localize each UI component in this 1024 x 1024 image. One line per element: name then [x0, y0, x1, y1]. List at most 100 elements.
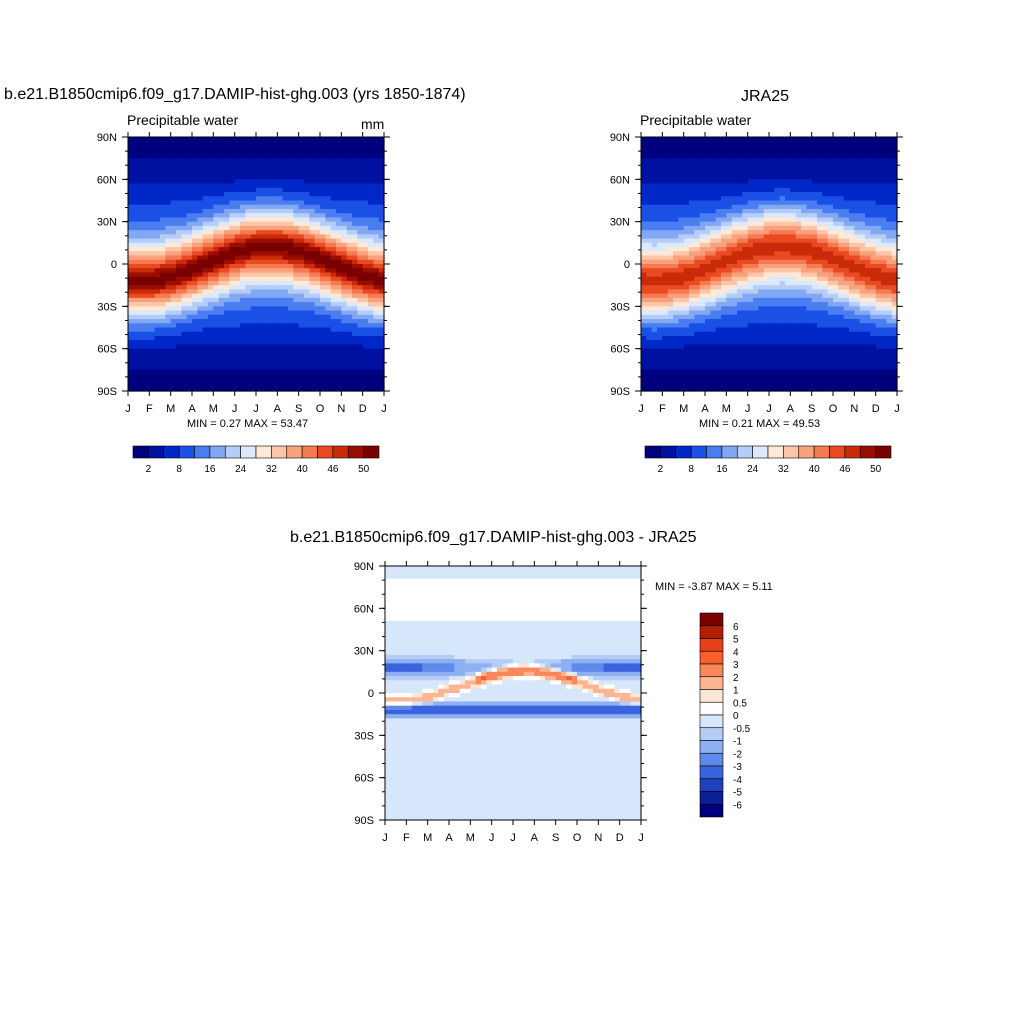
- panel1-cell: [218, 247, 225, 252]
- panel2-cell: [838, 293, 845, 299]
- panel1-cell: [202, 145, 209, 151]
- panel1-cell: [378, 378, 385, 384]
- panel1-cell: [165, 276, 172, 282]
- panel2-cell: [737, 268, 743, 274]
- panel1-cell: [240, 149, 246, 155]
- panel2-cell: [870, 264, 877, 269]
- panel2-cell: [758, 230, 765, 235]
- panel1-cell: [197, 187, 204, 193]
- panel1-cell: [368, 352, 374, 358]
- panel2-cell: [859, 192, 866, 197]
- panel1-cell: [192, 331, 198, 337]
- panel1-cell: [218, 348, 225, 354]
- panel2-cell: [753, 196, 759, 202]
- panel2-cell: [891, 289, 898, 295]
- panel1-cell: [320, 141, 326, 147]
- panel2-cell: [795, 196, 802, 202]
- panel1-cell: [330, 170, 337, 176]
- panel1-cell: [357, 331, 364, 337]
- panel1-cell: [277, 221, 284, 227]
- panel1-cell: [208, 331, 214, 337]
- panel1-cell: [181, 352, 188, 358]
- panel1-cell: [176, 183, 182, 189]
- panel2-cell: [795, 137, 802, 142]
- panel2-cell: [779, 310, 786, 316]
- panel1-cell: [341, 285, 348, 290]
- panel2-cell: [657, 259, 663, 265]
- panel2-cell: [641, 247, 647, 252]
- panel1-cell: [138, 297, 145, 303]
- panel1-cell: [213, 166, 220, 172]
- panel1-cell: [197, 255, 204, 261]
- panel2-cell: [891, 137, 898, 142]
- panel2-cell: [817, 234, 823, 240]
- panel2-cell: [849, 264, 855, 269]
- panel2-cell: [849, 234, 855, 240]
- panel1-cell: [224, 319, 230, 324]
- panel2-cell: [849, 213, 855, 219]
- panel2-cell: [838, 221, 845, 227]
- panel2-cell: [715, 285, 722, 290]
- panel1-cell: [341, 247, 348, 252]
- panel2-cell: [785, 175, 791, 180]
- panel1-cell: [272, 335, 278, 341]
- panel2-cell: [737, 225, 743, 231]
- panel2-cell: [838, 208, 845, 214]
- panel1-cell: [250, 348, 257, 354]
- panel2-cell: [769, 141, 775, 147]
- panel1-cell: [362, 196, 369, 202]
- panel2-cell: [806, 200, 813, 206]
- panel2-cell: [651, 272, 658, 278]
- panel2-cell: [721, 255, 727, 261]
- panel1-cell: [357, 306, 364, 312]
- panel2-cell: [774, 179, 781, 185]
- panel2-cell: [859, 141, 866, 147]
- panel1-cell: [154, 166, 161, 172]
- panel1-cell: [208, 319, 214, 324]
- panel1-cell: [234, 137, 241, 142]
- panel1-cell: [149, 302, 156, 307]
- panel2-cell: [710, 200, 717, 206]
- panel1-cell: [250, 247, 257, 252]
- panel2-cell: [822, 255, 829, 261]
- panel2-cell: [673, 306, 679, 312]
- panel2-cell: [875, 225, 882, 231]
- panel2-cell: [854, 238, 861, 244]
- panel1-cell: [165, 378, 172, 384]
- panel2-cell: [827, 234, 834, 240]
- panel2-cell: [731, 230, 738, 235]
- panel1-cell: [330, 323, 337, 329]
- panel1-cell: [282, 208, 289, 214]
- panel2-cell: [667, 170, 674, 176]
- panel2-cell: [806, 242, 813, 248]
- panel1-cell: [266, 314, 273, 320]
- panel1-cell: [154, 204, 161, 210]
- panel1-cell: [320, 369, 326, 375]
- panel1-cell: [330, 137, 337, 142]
- panel1-cell: [373, 340, 380, 346]
- panel1-cell: [128, 162, 134, 168]
- panel1-cell: [336, 221, 342, 227]
- panel1-cell: [154, 310, 161, 316]
- panel2-cell: [683, 141, 690, 147]
- panel2-cell: [657, 276, 663, 282]
- panel1-cell: [133, 187, 140, 193]
- panel1-cell: [160, 327, 166, 333]
- panel1-cell: [357, 230, 364, 235]
- panel1-cell: [325, 280, 332, 286]
- panel1-cell: [138, 285, 145, 290]
- panel1-cell: [128, 170, 134, 176]
- panel2-cell: [854, 225, 861, 231]
- panel2-cell: [763, 264, 770, 269]
- panel2-cell: [662, 187, 669, 193]
- panel1-cell: [181, 264, 188, 269]
- panel1-cell: [234, 221, 241, 227]
- panel1-cell: [208, 175, 214, 180]
- panel1-cell: [202, 221, 209, 227]
- panel2-cell: [641, 289, 647, 295]
- panel1-cell: [154, 285, 161, 290]
- panel1-cell: [138, 145, 145, 151]
- panel1-cell: [197, 162, 204, 168]
- panel2-cell: [849, 170, 855, 176]
- panel1-cell: [314, 247, 321, 252]
